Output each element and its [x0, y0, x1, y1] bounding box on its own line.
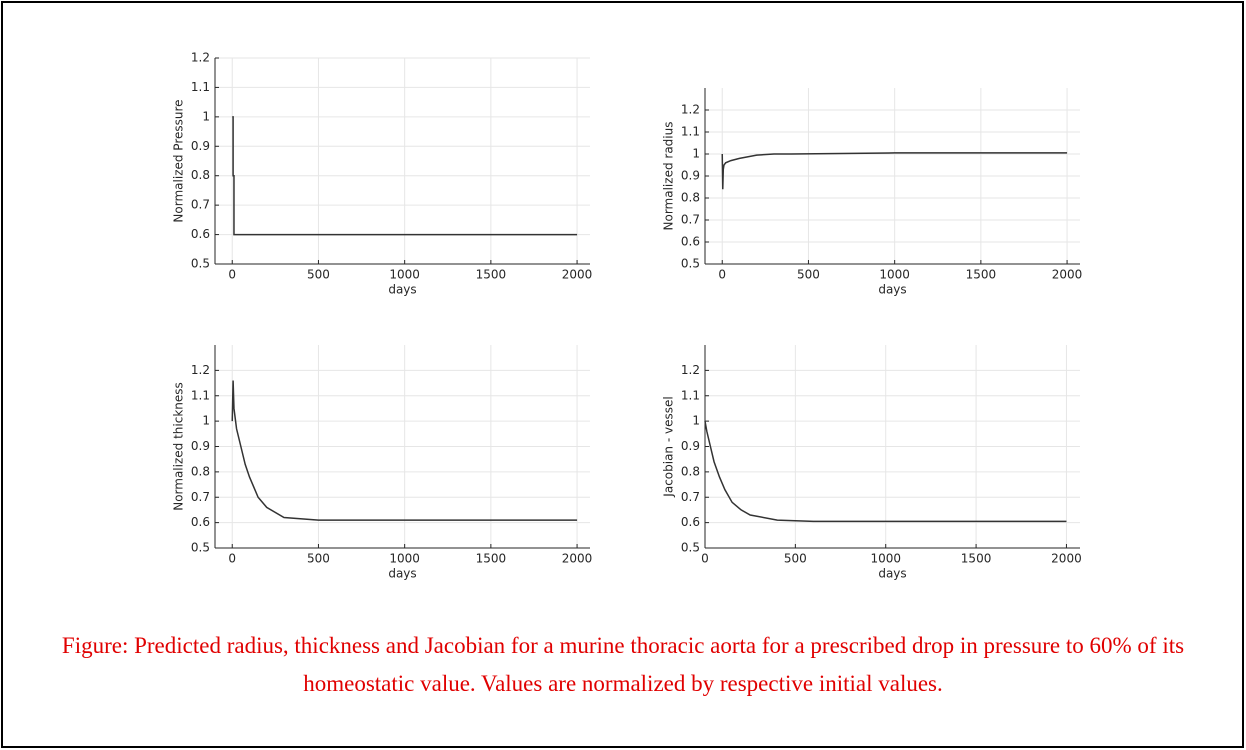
y-tick-label: 1.2 [681, 363, 700, 377]
x-tick-label: 1500 [476, 268, 507, 282]
y-tick-label: 1 [692, 147, 700, 161]
x-tick-label: 0 [228, 552, 236, 566]
caption: Figure: Predicted radius, thickness and … [61, 633, 1185, 696]
y-tick-label: 0.8 [191, 168, 210, 182]
x-tick-label: 0 [718, 268, 726, 282]
y-tick-label: 0.7 [681, 213, 700, 227]
x-axis-label: days [878, 567, 906, 581]
y-tick-label: 1.1 [191, 80, 210, 94]
y-tick-label: 0.9 [191, 439, 210, 453]
y-tick-label: 0.8 [681, 464, 700, 478]
y-tick-label: 1.2 [191, 51, 210, 65]
line [721, 152, 1068, 190]
y-tick-label: 1 [692, 414, 700, 428]
y-axis-label: Jacobian - vessel [662, 396, 676, 497]
x-tick-label: 500 [307, 268, 330, 282]
y-tick-label: 0.9 [681, 439, 700, 453]
y-tick-label: 1 [202, 414, 210, 428]
y-tick-label: 0.8 [191, 464, 210, 478]
x-tick-label: 1500 [966, 268, 997, 282]
x-tick-label: 2000 [1052, 268, 1083, 282]
x-tick-label: 2000 [1051, 552, 1082, 566]
y-tick-label: 0.5 [681, 541, 700, 555]
y-tick-label: 0.7 [191, 490, 210, 504]
y-tick-label: 1.1 [681, 125, 700, 139]
y-tick-label: 1.1 [191, 388, 210, 402]
y-tick-label: 1 [202, 109, 210, 123]
x-tick-label: 500 [797, 268, 820, 282]
x-tick-label: 1000 [879, 268, 910, 282]
y-axis-label: Normalized Pressure [172, 99, 186, 222]
x-tick-label: 500 [307, 552, 330, 566]
y-tick-label: 1.2 [191, 363, 210, 377]
x-tick-label: 1500 [961, 552, 992, 566]
x-axis-label: days [388, 283, 416, 297]
x-axis-label: days [388, 567, 416, 581]
y-tick-label: 0.7 [681, 490, 700, 504]
y-tick-label: 0.6 [681, 235, 700, 249]
line [231, 380, 578, 521]
axes-box [215, 58, 590, 264]
y-axis-label: Normalized radius [662, 122, 676, 231]
y-tick-label: 0.9 [681, 169, 700, 183]
y-tick-label: 0.5 [191, 541, 210, 555]
x-tick-label: 1000 [870, 552, 901, 566]
x-tick-label: 0 [228, 268, 236, 282]
y-tick-label: 0.7 [191, 198, 210, 212]
y-tick-label: 0.5 [681, 257, 700, 271]
x-tick-label: 500 [784, 552, 807, 566]
y-tick-label: 0.5 [191, 257, 210, 271]
x-axis-label: days [878, 283, 906, 297]
y-tick-label: 0.6 [191, 515, 210, 529]
x-tick-label: 2000 [562, 552, 593, 566]
y-tick-label: 0.6 [681, 515, 700, 529]
x-tick-label: 1000 [389, 552, 420, 566]
y-axis-label: Normalized thickness [172, 382, 186, 511]
y-tick-label: 0.9 [191, 139, 210, 153]
x-tick-label: 1000 [389, 268, 420, 282]
x-tick-label: 1500 [476, 552, 507, 566]
line [232, 116, 578, 236]
y-tick-label: 1.2 [681, 103, 700, 117]
x-tick-label: 0 [701, 552, 709, 566]
y-tick-label: 0.6 [191, 227, 210, 241]
y-tick-label: 1.1 [681, 388, 700, 402]
y-tick-label: 0.8 [681, 191, 700, 205]
x-tick-label: 2000 [562, 268, 593, 282]
line [704, 420, 1067, 523]
